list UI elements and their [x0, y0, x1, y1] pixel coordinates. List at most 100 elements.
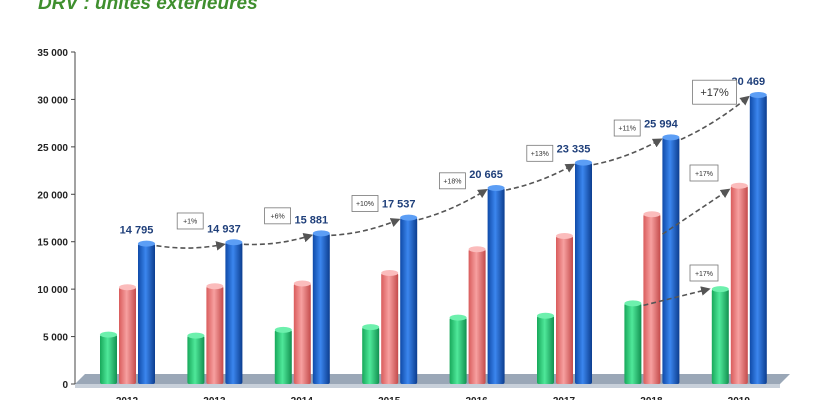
growth-box	[692, 79, 737, 105]
bar-top	[575, 159, 592, 166]
bar-top	[293, 280, 311, 287]
growth-label: +1%	[183, 218, 197, 225]
growth-label: +11%	[618, 126, 636, 133]
data-label: 17 537	[382, 199, 416, 211]
growth-arrow-green	[643, 286, 711, 307]
bar	[662, 134, 680, 384]
bar-top	[624, 300, 642, 307]
bar	[449, 314, 467, 384]
bar-top	[487, 184, 505, 191]
bar-top	[662, 134, 680, 141]
growth-arrow	[593, 138, 663, 166]
x-tick-label: 2014	[291, 396, 314, 400]
bar-top	[556, 233, 573, 240]
bar-body	[274, 329, 292, 384]
bar-body	[711, 289, 729, 384]
bar-top	[274, 326, 292, 333]
chart-floor-edge	[75, 384, 780, 388]
y-tick-label: 20 000	[37, 190, 68, 201]
bar-body	[206, 286, 224, 384]
growth-arrow	[156, 241, 226, 251]
bar-body	[138, 243, 155, 384]
growth-label: +6%	[270, 213, 284, 220]
bar-top	[643, 211, 661, 218]
bar-top	[537, 312, 554, 319]
growth-label: +17%	[700, 87, 729, 99]
bar-body	[293, 283, 311, 384]
bar	[711, 286, 729, 384]
bar-top	[312, 230, 330, 237]
bar	[119, 284, 136, 384]
bar-body	[487, 187, 505, 384]
bar	[362, 324, 380, 384]
data-label: 15 881	[294, 214, 328, 226]
bar	[556, 233, 573, 384]
growth-label: +18%	[443, 178, 461, 185]
growth-box	[264, 207, 292, 225]
x-tick-label: 2012	[116, 396, 139, 400]
growth-label: +13%	[531, 151, 549, 158]
y-tick-label: 5 000	[43, 333, 68, 344]
y-tick-label: 25 000	[37, 143, 68, 154]
bar-top	[711, 286, 729, 293]
growth-box	[351, 195, 379, 212]
bar	[643, 211, 661, 384]
growth-box	[176, 212, 204, 230]
bar-top	[206, 283, 224, 290]
bar-body	[749, 94, 767, 385]
y-tick-label: 35 000	[37, 48, 68, 59]
growth-label-green: +17%	[695, 271, 713, 278]
bar-body	[119, 287, 136, 384]
bar-body	[730, 185, 748, 384]
growth-arrow	[243, 233, 314, 246]
bar	[749, 91, 767, 385]
bar-top	[225, 239, 243, 246]
growth-box-red	[689, 164, 719, 182]
x-tick-label: 2017	[553, 396, 576, 400]
bar	[225, 239, 243, 384]
bar-body	[100, 334, 117, 384]
bar-body	[400, 217, 418, 384]
bar-body	[468, 249, 486, 384]
bar-body	[556, 236, 573, 384]
bar-body	[381, 273, 399, 384]
bar-top	[749, 91, 767, 98]
data-label: 25 994	[644, 118, 679, 130]
growth-box	[613, 119, 641, 137]
bar	[138, 240, 155, 384]
bar-body	[662, 137, 680, 384]
bar	[468, 246, 486, 384]
bar-top	[119, 284, 136, 291]
bar-top	[381, 270, 399, 277]
bar	[400, 214, 418, 384]
chart-floor	[75, 374, 790, 384]
growth-box	[526, 144, 554, 162]
growth-box-green	[689, 264, 719, 282]
bar-top	[138, 240, 155, 247]
bar-top	[730, 182, 748, 189]
bar-top	[468, 246, 486, 253]
y-tick-label: 0	[62, 380, 68, 391]
growth-arrow	[418, 188, 488, 221]
y-tick-label: 15 000	[37, 238, 68, 249]
bar-body	[537, 315, 554, 384]
bar-body	[575, 162, 592, 384]
bar-top	[100, 331, 117, 338]
x-tick-label: 2013	[203, 396, 226, 400]
bar-body	[624, 303, 642, 384]
bar-top	[362, 324, 380, 331]
x-tick-label: 2019	[728, 396, 751, 400]
growth-arrow-red	[661, 188, 731, 235]
bar	[100, 331, 117, 384]
bar-top	[449, 314, 467, 321]
bar-top	[400, 214, 418, 221]
bar	[274, 326, 292, 384]
x-tick-label: 2015	[378, 396, 401, 400]
growth-arrow	[331, 218, 401, 237]
y-tick-label: 30 000	[37, 95, 68, 106]
bar	[730, 182, 748, 384]
y-tick-label: 10 000	[37, 285, 68, 296]
bar	[187, 332, 205, 384]
bar	[312, 230, 330, 384]
